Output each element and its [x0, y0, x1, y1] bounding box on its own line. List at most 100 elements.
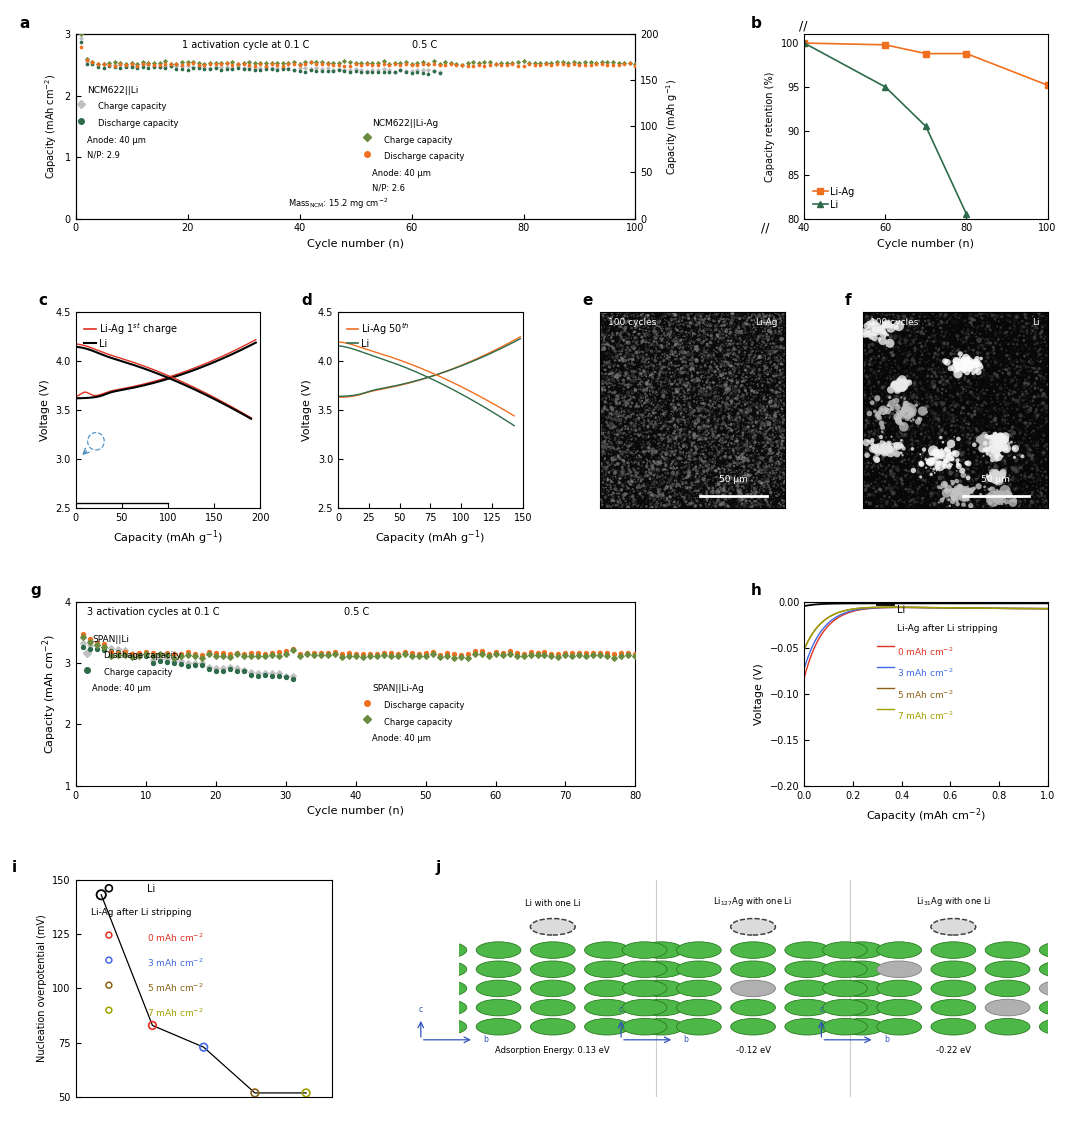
Point: [775, 432, 793, 450]
Point: [922, 488, 940, 506]
Point: [924, 422, 942, 440]
Point: [619, 491, 636, 510]
Point: [667, 429, 685, 447]
Point: [690, 377, 707, 395]
Point: [910, 409, 928, 427]
Point: [861, 424, 878, 442]
Point: [890, 307, 907, 326]
Point: [717, 311, 734, 329]
Point: [888, 392, 905, 410]
Point: [770, 355, 787, 374]
Point: [1015, 461, 1032, 479]
Point: [726, 432, 743, 450]
Point: [946, 481, 963, 499]
Point: [651, 379, 669, 398]
Point: [738, 494, 755, 512]
Point: [753, 487, 770, 505]
Point: [747, 360, 765, 378]
Point: [625, 462, 643, 480]
Point: [704, 335, 721, 353]
Point: [610, 466, 627, 485]
Point: [926, 326, 943, 344]
Point: [760, 394, 778, 413]
Point: [508, 647, 525, 665]
Point: [986, 410, 1003, 429]
Point: [269, 55, 286, 73]
Point: [981, 427, 998, 446]
Point: [683, 432, 700, 450]
Point: [990, 426, 1008, 445]
Point: [616, 464, 633, 482]
Point: [720, 487, 738, 505]
Point: [914, 390, 931, 408]
Point: [701, 361, 718, 379]
Point: [664, 403, 681, 422]
Point: [766, 360, 783, 378]
Point: [907, 408, 924, 426]
Point: [1017, 469, 1035, 487]
Point: [889, 378, 906, 397]
Point: [647, 441, 664, 459]
Point: [646, 305, 663, 323]
Point: [912, 304, 929, 322]
Point: [894, 376, 912, 394]
Point: [666, 304, 684, 322]
Point: [627, 448, 645, 466]
Point: [644, 326, 661, 344]
Point: [729, 482, 746, 501]
Point: [718, 473, 735, 491]
Point: [968, 322, 985, 341]
Point: [896, 401, 914, 419]
Point: [889, 337, 906, 355]
Point: [897, 393, 915, 411]
Point: [914, 470, 931, 488]
Point: [995, 441, 1012, 459]
Point: [630, 351, 647, 369]
Point: [716, 343, 733, 361]
Point: [1003, 399, 1021, 417]
Point: [285, 61, 302, 79]
Point: [592, 402, 609, 421]
Point: [708, 358, 726, 376]
Point: [659, 416, 676, 434]
Point: [739, 475, 756, 494]
Point: [603, 403, 620, 422]
Point: [521, 54, 538, 72]
Point: [697, 416, 714, 434]
Point: [731, 353, 748, 371]
Point: [646, 314, 663, 333]
Point: [862, 390, 879, 408]
Point: [692, 322, 710, 341]
Point: [931, 465, 948, 483]
Point: [678, 391, 696, 409]
Point: [756, 430, 773, 448]
Point: [970, 357, 987, 375]
Point: [666, 415, 684, 433]
Point: [998, 493, 1015, 511]
Point: [754, 473, 771, 491]
Point: [896, 319, 914, 337]
Point: [597, 431, 615, 449]
Point: [889, 408, 906, 426]
Point: [644, 319, 661, 337]
Point: [755, 489, 772, 507]
Point: [1008, 451, 1025, 470]
Point: [437, 647, 455, 665]
Point: [889, 381, 906, 399]
Point: [680, 317, 698, 335]
Point: [761, 409, 779, 427]
Point: [773, 321, 791, 339]
Point: [1030, 361, 1048, 379]
Point: [735, 424, 753, 442]
Point: [953, 477, 970, 495]
Point: [922, 441, 940, 459]
Point: [728, 408, 745, 426]
Point: [659, 450, 676, 469]
Point: [729, 495, 746, 513]
Point: [665, 379, 683, 398]
Point: [999, 403, 1016, 422]
Point: [644, 483, 661, 502]
Point: [602, 328, 619, 346]
Point: [751, 342, 768, 360]
Point: [719, 497, 737, 515]
